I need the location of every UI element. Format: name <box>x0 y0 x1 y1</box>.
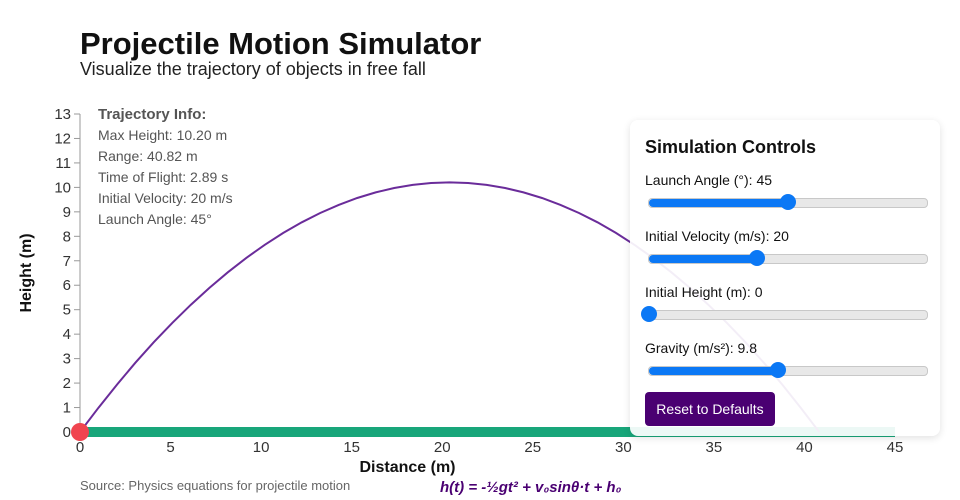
panel-title: Simulation Controls <box>645 137 816 157</box>
slider-label: Gravity (m/s²): 9.8 <box>645 340 758 356</box>
slider-thumb[interactable] <box>641 306 657 322</box>
y-tick-label: 0 <box>63 424 71 441</box>
slider-2[interactable] <box>641 306 928 322</box>
y-tick-label: 13 <box>54 106 71 123</box>
slider-fill <box>649 199 788 207</box>
x-tick-label: 40 <box>796 439 813 456</box>
slider-0[interactable] <box>648 194 928 210</box>
page-subtitle: Visualize the trajectory of objects in f… <box>80 59 426 79</box>
x-tick-label: 5 <box>166 439 174 456</box>
simulation-controls-panel: Simulation Controls Launch Angle (°): 45… <box>630 120 940 436</box>
info-line: Range: 40.82 m <box>98 148 198 164</box>
page-title: Projectile Motion Simulator <box>80 26 482 61</box>
y-tick-label: 1 <box>63 400 71 417</box>
y-axis-label: Height (m) <box>18 233 35 312</box>
slider-label: Initial Height (m): 0 <box>645 284 763 300</box>
y-tick-label: 10 <box>54 179 71 196</box>
x-tick-label: 0 <box>76 439 84 456</box>
y-tick-label: 7 <box>63 253 71 270</box>
x-tick-label: 45 <box>887 439 904 456</box>
y-tick-label: 2 <box>63 375 71 392</box>
reset-button[interactable]: Reset to Defaults <box>645 392 775 426</box>
info-line: Max Height: 10.20 m <box>98 127 228 143</box>
x-tick-label: 35 <box>706 439 723 456</box>
slider-fill <box>649 367 778 375</box>
slider-thumb[interactable] <box>748 250 765 266</box>
slider-thumb[interactable] <box>780 194 796 210</box>
slider-label: Launch Angle (°): 45 <box>645 172 773 188</box>
info-line: Time of Flight: 2.89 s <box>98 169 229 185</box>
y-tick-label: 5 <box>63 302 71 319</box>
slider-1[interactable] <box>648 250 928 266</box>
info-line: Launch Angle: 45° <box>98 211 212 227</box>
slider-3[interactable] <box>648 362 928 378</box>
slider-label: Initial Velocity (m/s): 20 <box>645 228 789 244</box>
y-tick-label: 6 <box>63 277 71 294</box>
x-tick-label: 15 <box>343 439 360 456</box>
x-tick-label: 25 <box>524 439 541 456</box>
x-axis-label: Distance (m) <box>359 459 455 476</box>
y-tick-label: 9 <box>63 204 71 221</box>
x-tick-label: 30 <box>615 439 632 456</box>
slider-fill <box>649 255 757 263</box>
trajectory-info: Trajectory Info: Max Height: 10.20 m Ran… <box>98 104 233 230</box>
slider-thumb[interactable] <box>769 362 786 378</box>
x-tick-label: 20 <box>434 439 451 456</box>
info-heading: Trajectory Info: <box>98 106 207 123</box>
formula: h(t) = -½gt² + v₀sinθ·t + h₀ <box>440 479 622 496</box>
y-tick-label: 12 <box>54 130 71 147</box>
projectile-ball <box>71 423 89 441</box>
y-tick-label: 11 <box>55 155 71 172</box>
y-tick-label: 8 <box>63 228 71 245</box>
source-note: Source: Physics equations for projectile… <box>80 478 351 493</box>
y-tick-label: 4 <box>63 326 71 343</box>
y-tick-label: 3 <box>63 351 71 368</box>
info-line: Initial Velocity: 20 m/s <box>98 190 233 206</box>
x-tick-label: 10 <box>253 439 270 456</box>
